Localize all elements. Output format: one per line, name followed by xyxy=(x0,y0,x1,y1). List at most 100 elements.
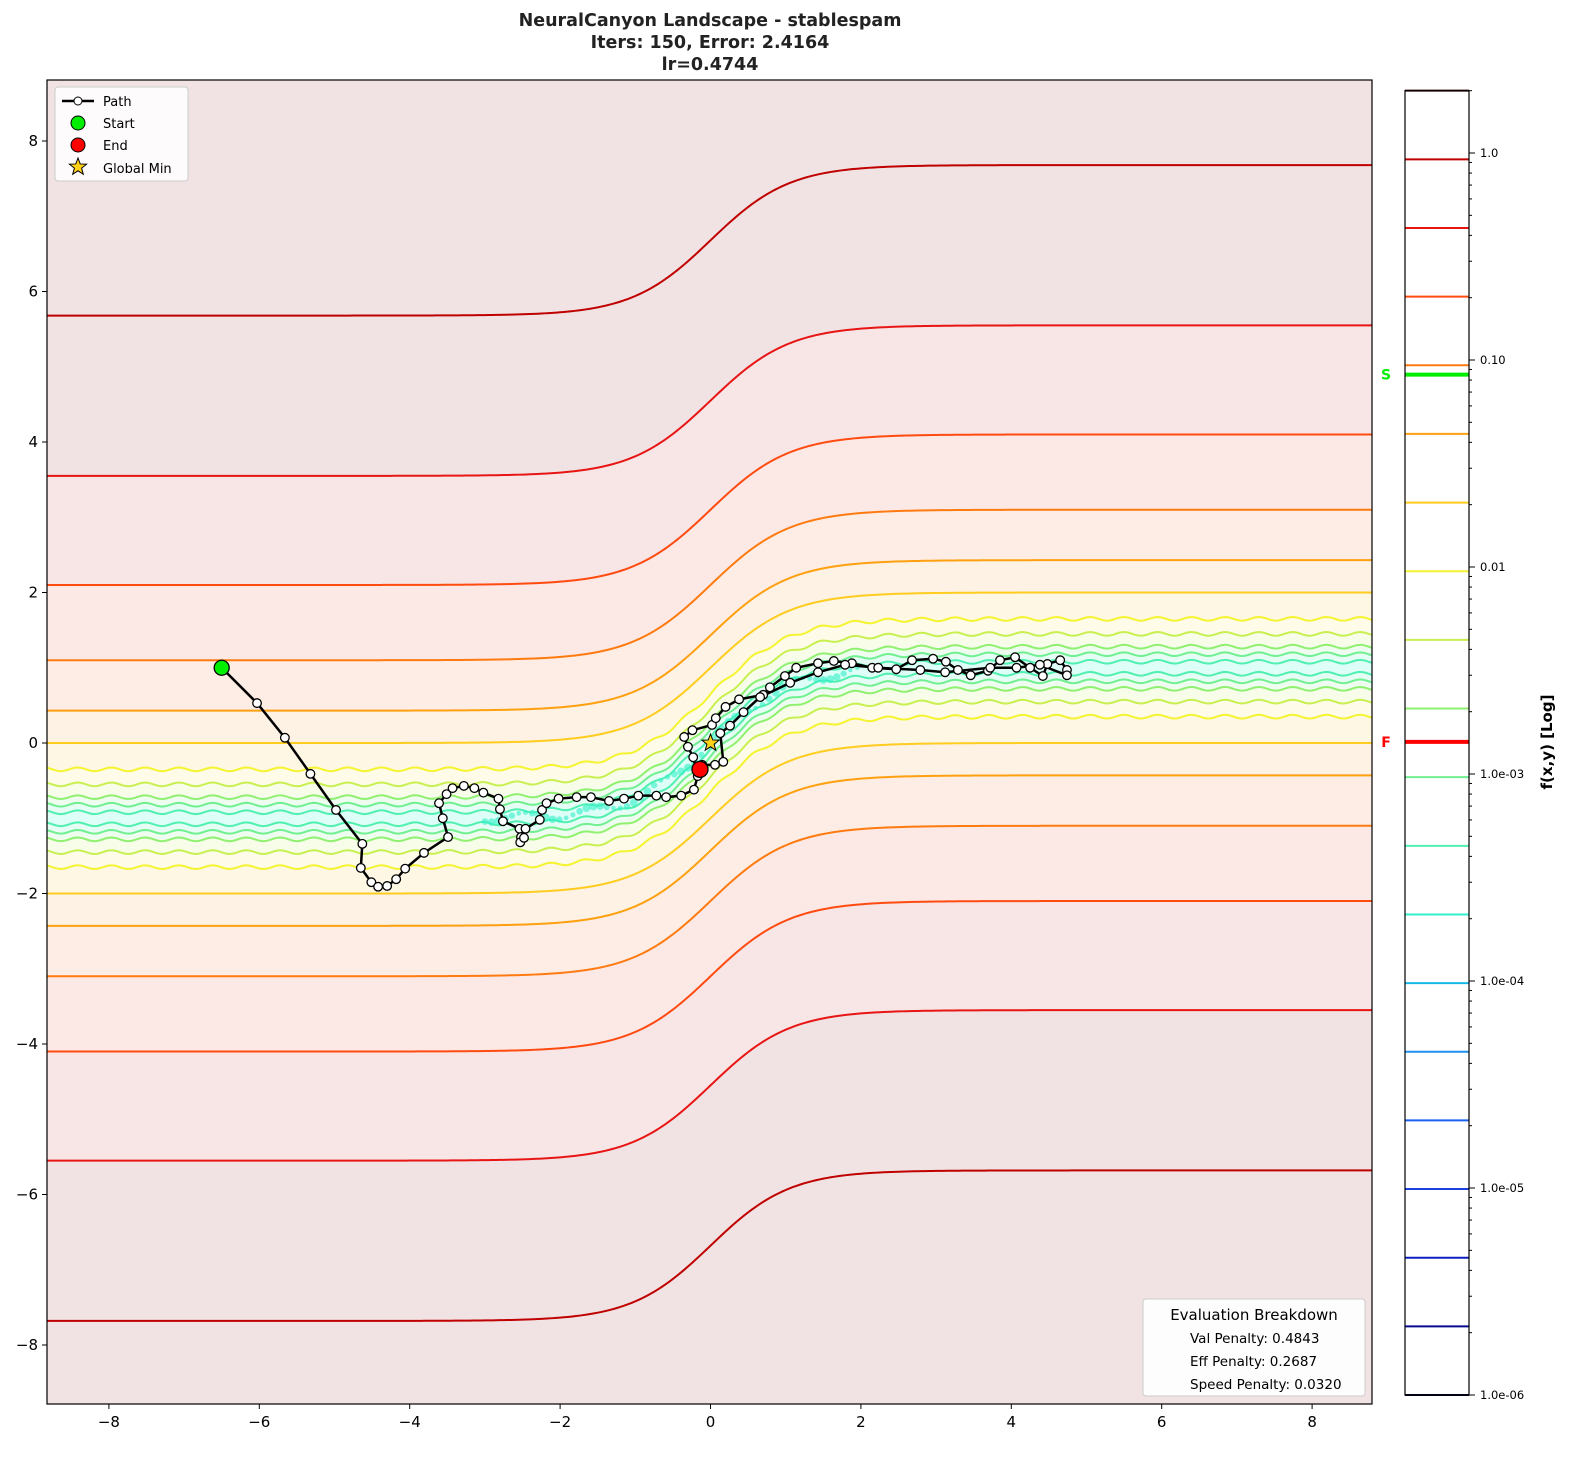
path-point xyxy=(1010,652,1021,663)
path-point xyxy=(873,662,884,673)
path-point xyxy=(447,783,458,794)
contour-line xyxy=(47,774,1372,927)
canyon-dot xyxy=(813,675,820,683)
canyon-dot xyxy=(833,673,841,681)
path-point xyxy=(687,725,698,736)
contour-line xyxy=(47,900,1372,1053)
x-tick-label: 2 xyxy=(856,1413,866,1431)
path-point xyxy=(553,793,564,804)
legend-start: Start xyxy=(103,117,135,132)
path-point xyxy=(791,662,802,673)
y-tick-label: −4 xyxy=(16,1035,38,1053)
path-point xyxy=(279,732,290,743)
path-point xyxy=(366,877,377,888)
path-point xyxy=(676,790,687,801)
canyon-dot xyxy=(671,770,678,778)
canyon-dot xyxy=(658,778,664,783)
contour-line xyxy=(47,824,1372,978)
path-point xyxy=(710,759,720,770)
val-penalty: Val Penalty: 0.4843 xyxy=(1190,1331,1319,1347)
path-point xyxy=(1037,671,1048,681)
path-point xyxy=(689,784,699,795)
path-point xyxy=(738,707,749,718)
path-point xyxy=(710,713,721,724)
path-point xyxy=(688,752,699,763)
canyon-dot xyxy=(753,705,758,711)
path-point xyxy=(965,670,976,681)
canyon-dot xyxy=(570,812,576,818)
path-point xyxy=(1061,670,1072,681)
canyon-dot xyxy=(840,670,847,677)
canyon-dot xyxy=(576,807,583,815)
path-point xyxy=(813,658,823,669)
canyon-dot xyxy=(481,818,489,825)
colorbar-label: f(x,y) [Log] xyxy=(1538,695,1556,790)
colorbar-tick-label: 1.0e-03 xyxy=(1480,767,1524,781)
contour-line xyxy=(47,713,1372,871)
x-tick-label: 6 xyxy=(1157,1413,1167,1431)
y-tick-label: −6 xyxy=(16,1186,38,1204)
colorbar-tick-label: 0.10 xyxy=(1480,353,1506,367)
y-tick-label: 4 xyxy=(28,433,38,451)
path-point xyxy=(720,701,731,712)
colorbar-marker-label: S xyxy=(1381,368,1391,384)
y-tick-label: −2 xyxy=(16,885,38,903)
path-point xyxy=(497,816,508,827)
x-tick-label: −2 xyxy=(549,1413,571,1431)
colorbar-marker-label: F xyxy=(1381,735,1391,751)
y-tick-label: −8 xyxy=(16,1336,38,1354)
chart-title-line-3: lr=0.4744 xyxy=(662,55,759,75)
contour-line xyxy=(47,559,1372,712)
path-point xyxy=(840,659,851,670)
plot-frame xyxy=(46,79,1373,1405)
path-point xyxy=(443,832,454,843)
path-point xyxy=(779,671,790,681)
x-tick-label: 0 xyxy=(706,1413,716,1431)
x-tick-label: −8 xyxy=(98,1413,120,1431)
colorbar-tick-label: 1.0e-05 xyxy=(1480,1181,1524,1195)
contour-line xyxy=(47,508,1372,662)
colorbar-tick-label: 1.0 xyxy=(1480,146,1498,160)
path-point xyxy=(679,732,690,742)
canyon-dot xyxy=(665,774,671,780)
contour-line xyxy=(47,698,1372,855)
path-point xyxy=(520,823,531,834)
path-point xyxy=(478,787,489,798)
canyon-dot xyxy=(548,815,557,824)
colorbar-frame xyxy=(1404,90,1470,1396)
canyon-dot xyxy=(617,805,623,811)
path-point xyxy=(519,832,529,843)
path-point xyxy=(755,692,766,703)
path-point xyxy=(400,863,411,874)
path-point xyxy=(725,720,736,731)
path-point xyxy=(1034,659,1045,670)
canyon-dot xyxy=(582,804,591,812)
canyon-dot xyxy=(759,701,765,707)
path-point xyxy=(651,790,662,801)
path-point xyxy=(915,665,926,675)
path-point xyxy=(571,792,582,803)
contour-line xyxy=(47,670,1372,828)
path-point xyxy=(995,655,1005,666)
path-point xyxy=(434,798,444,809)
path-point xyxy=(305,768,316,779)
legend: Path Start End Global Min xyxy=(54,86,189,182)
canyon-dot xyxy=(589,802,598,811)
contour-line xyxy=(47,631,1372,788)
evaluation-title: Evaluation Breakdown xyxy=(1170,1306,1338,1324)
optimizer-path xyxy=(213,652,1072,892)
legend-path: Path xyxy=(103,95,132,110)
path-point xyxy=(534,814,545,825)
contour-line xyxy=(47,324,1372,477)
path-point xyxy=(907,655,917,666)
canyon-dot xyxy=(528,809,536,817)
path-point xyxy=(357,838,368,849)
eff-penalty: Eff Penalty: 0.2687 xyxy=(1190,1354,1317,1370)
path-point xyxy=(1011,662,1022,673)
colorbar-tick-label: 1.0e-06 xyxy=(1480,1388,1524,1402)
global-min-marker xyxy=(700,732,721,752)
y-tick-label: 0 xyxy=(28,734,38,752)
path-point xyxy=(764,682,775,693)
path-point xyxy=(541,798,552,809)
canyon-dot xyxy=(683,763,692,772)
